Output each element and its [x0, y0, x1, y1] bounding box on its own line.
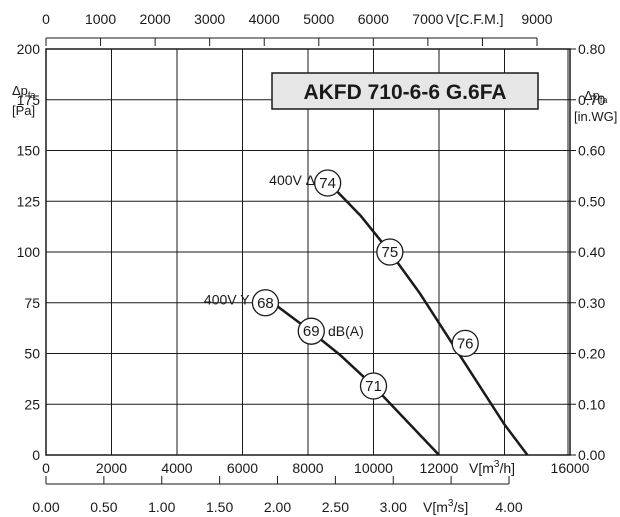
right-tick-label: 0.80: [578, 41, 605, 57]
top-tick-label: 1000: [85, 11, 116, 27]
top-tick-label: 6000: [358, 11, 389, 27]
db-marker-circle: [376, 238, 404, 266]
left-tick-label: 0: [32, 447, 40, 463]
top-tick-label: 3000: [194, 11, 225, 27]
bottom-tick-label: 0: [42, 460, 50, 476]
second-bottom-tick-label: 2.00: [264, 499, 291, 515]
curve-line: [255, 293, 440, 456]
db-marker-circle: [313, 169, 342, 197]
bottom-axis-label: V[m3/h]: [469, 459, 515, 476]
second-bottom-tick-label: 4.00: [495, 499, 522, 515]
curves: [255, 173, 529, 456]
right-axis-unit: [in.WG]: [574, 109, 617, 124]
bottom-tick-label: 8000: [292, 460, 323, 476]
curve-name-label: 400V Δ: [269, 172, 315, 188]
bottom-tick-label: 2000: [96, 460, 127, 476]
bottom-tick-label: 12000: [420, 460, 459, 476]
right-tick-label: 0.40: [578, 244, 605, 260]
second-bottom-tick-label: 2.50: [322, 499, 349, 515]
second-bottom-axis-label: V[m3/s]: [423, 498, 468, 515]
chart-title: AKFD 710-6-6 G.6FA: [303, 81, 506, 104]
top-tick-label: 4000: [249, 11, 280, 27]
curve-line: [320, 173, 529, 456]
bottom-tick-label: 10000: [354, 460, 393, 476]
db-marker-circle: [359, 372, 388, 400]
right-axis-symbol: Δpfa: [584, 88, 607, 105]
top-tick-label: 9000: [521, 11, 552, 27]
curve-name-label: 400V Y: [204, 292, 250, 308]
left-tick-label: 200: [17, 41, 41, 57]
top-tick-label: 0: [42, 11, 50, 27]
axes: 0 25 50 75 100 125 150 175 200 0.00 0.10 0.20 0.30 0.…: [17, 11, 606, 515]
left-tick-label: 25: [24, 396, 40, 412]
db-marker-circle: [297, 317, 325, 345]
dba-unit-label: dB(A): [328, 323, 364, 339]
top-axis-label: V[C.F.M.]: [446, 11, 504, 27]
left-tick-label: 50: [24, 346, 40, 362]
chart-title-box: AKFD 710-6-6 G.6FA: [271, 72, 539, 110]
right-tick-label: 0.30: [578, 295, 605, 311]
right-tick-label: 0.20: [578, 346, 605, 362]
second-bottom-tick-label: 0.50: [90, 499, 117, 515]
top-tick-label: 7000: [412, 11, 443, 27]
db-marker-value: 68: [257, 295, 274, 312]
db-marker-value: 69: [303, 323, 320, 340]
second-bottom-tick-label: 0.00: [32, 499, 59, 515]
second-bottom-tick-label: 1.50: [206, 499, 233, 515]
top-tick-label: 2000: [140, 11, 171, 27]
left-tick-label: 175: [17, 92, 41, 108]
right-tick-label: 0.60: [578, 143, 605, 159]
second-bottom-tick-label: 1.00: [148, 499, 175, 515]
left-tick-label: 125: [17, 193, 41, 209]
db-marker-circle: [251, 289, 280, 317]
db-marker-value: 76: [457, 335, 474, 352]
left-axis-symbol: Δpfa: [12, 83, 35, 100]
left-tick-label: 150: [17, 143, 41, 159]
db-marker-circle: [451, 329, 479, 358]
labels: 400V Δ 74 75 76 400V Y 68 69 71: [204, 169, 479, 400]
second-bottom-tick-label: 3.00: [380, 499, 407, 515]
bottom-tick-label: 6000: [227, 460, 258, 476]
db-marker-value: 71: [365, 378, 382, 395]
right-tick-label: 0.70: [578, 92, 605, 108]
top-tick-label: 5000: [303, 11, 334, 27]
grid-lines: [45, 48, 571, 456]
left-tick-label: 100: [17, 244, 41, 260]
db-marker-value: 74: [319, 175, 336, 192]
left-axis-unit: [Pa]: [12, 103, 35, 118]
right-tick-label: 0.10: [578, 396, 605, 412]
left-tick-label: 75: [24, 295, 40, 311]
bottom-tick-label: 4000: [161, 460, 192, 476]
right-tick-label: 0.00: [578, 447, 605, 463]
right-tick-label: 0.50: [578, 193, 605, 209]
bottom-tick-label: 16000: [551, 460, 590, 476]
db-marker-value: 75: [382, 244, 399, 261]
